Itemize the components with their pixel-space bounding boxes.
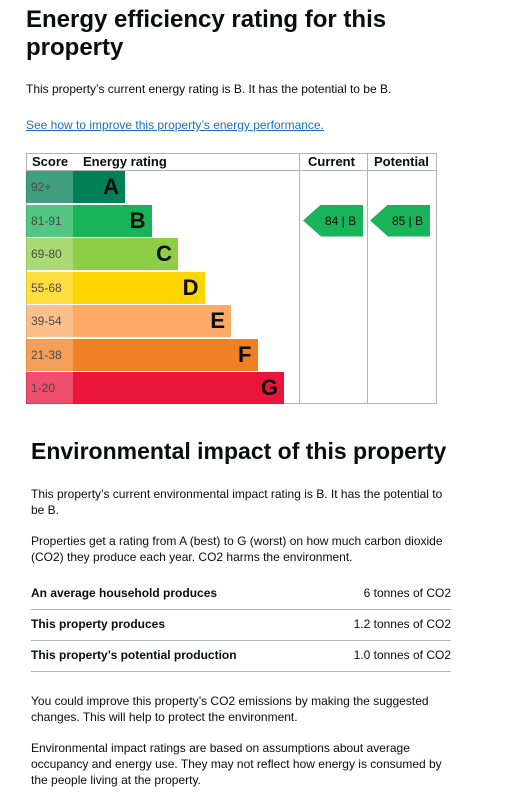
band-letter-g: G	[260, 375, 278, 400]
band-letter-d: D	[182, 274, 199, 300]
row-label: An average household produces	[31, 586, 218, 600]
rating-header: Energy rating	[83, 154, 167, 169]
table-row: An average household produces 6 tonnes o…	[31, 578, 451, 610]
band-score-f: 21-38	[26, 338, 73, 371]
band-bar-a: A	[73, 171, 125, 203]
band-letter-b: B	[129, 207, 146, 233]
band-score-d: 55-68	[26, 271, 73, 304]
potential-header: Potential	[374, 154, 429, 169]
band-letter-c: C	[156, 241, 172, 266]
band-score-e: 39-54	[26, 305, 73, 337]
band-score-c: 69-80	[26, 238, 73, 270]
band-bar-c: C	[73, 238, 178, 270]
chart-top-border	[26, 153, 437, 154]
band-letter-a: A	[103, 174, 119, 199]
band-letter-e: E	[210, 308, 225, 333]
band-score-a: 92+	[26, 171, 73, 203]
potential-rating-arrow: 85 | B	[370, 204, 430, 237]
band-score-b: 81-91	[26, 204, 73, 237]
band-bar-d: D	[73, 271, 205, 304]
band-bar-f: F	[73, 338, 258, 371]
row-value: 1.2 tonnes of CO2	[353, 617, 451, 631]
improve-energy-link[interactable]: See how to improve this property’s energ…	[26, 118, 324, 132]
band-bar-b: B	[73, 204, 152, 237]
env-explanation: Properties get a rating from A (best) to…	[31, 534, 443, 564]
rating-intro: This property’s current energy rating is…	[26, 82, 392, 96]
env-assumptions-text: Environmental impact ratings are based o…	[31, 741, 442, 787]
score-header: Score	[32, 154, 69, 169]
environmental-heading: Environmental impact of this property	[31, 438, 447, 464]
row-label: This property produces	[31, 617, 166, 631]
band-score-g: 1-20	[26, 372, 73, 404]
page-title: Energy efficiency rating for this proper…	[26, 6, 387, 61]
chart-current-divider	[299, 153, 300, 403]
row-value: 6 tonnes of CO2	[363, 586, 451, 600]
chart-potential-divider	[367, 153, 368, 403]
table-row: This property produces 1.2 tonnes of CO2	[31, 609, 451, 641]
env-improve-text: You could improve this property’s CO2 em…	[31, 694, 429, 724]
current-rating-arrow: 84 | B	[303, 204, 363, 237]
current-header: Current	[308, 154, 355, 169]
chart-header-border	[26, 170, 437, 171]
env-intro: This property’s current environmental im…	[31, 487, 443, 517]
row-label: This property’s potential production	[31, 648, 237, 662]
table-row: This property’s potential production 1.0…	[31, 640, 451, 672]
band-bar-g: G	[73, 372, 284, 404]
row-value: 1.0 tonnes of CO2	[353, 648, 451, 662]
band-bar-e: E	[73, 305, 231, 337]
chart-right-border	[436, 153, 437, 403]
band-letter-f: F	[238, 341, 252, 367]
